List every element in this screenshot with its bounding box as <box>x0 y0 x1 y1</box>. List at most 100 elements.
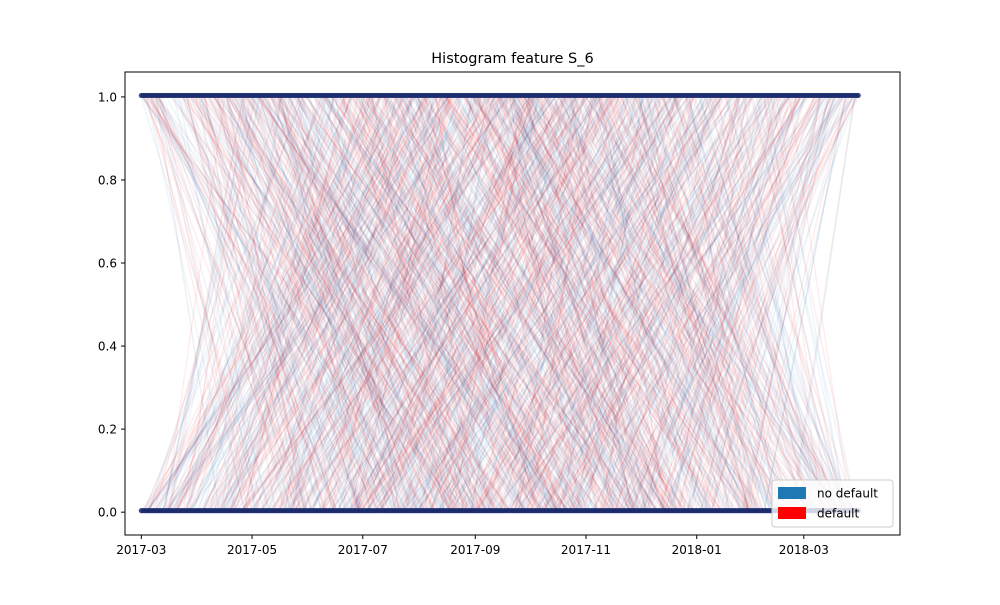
series-line <box>436 96 720 513</box>
series-line <box>191 96 438 513</box>
series-line <box>726 96 823 513</box>
series-line <box>213 96 442 513</box>
series-line <box>156 96 368 513</box>
plot-frame <box>124 71 901 536</box>
series-line <box>545 96 836 513</box>
series-line <box>518 96 763 513</box>
series-line <box>460 96 585 513</box>
series-line <box>529 96 830 513</box>
series-line <box>271 96 411 513</box>
series-line <box>416 96 705 513</box>
series-line <box>634 96 809 513</box>
series-line <box>454 96 714 513</box>
series-line <box>325 96 558 513</box>
series-line <box>242 96 348 513</box>
series-line <box>167 96 244 513</box>
series-line <box>409 96 527 513</box>
series-line <box>329 96 502 513</box>
series-line <box>583 96 741 513</box>
series-line <box>603 96 760 513</box>
series-line <box>487 96 578 513</box>
series-line <box>541 96 803 513</box>
series-line <box>349 96 442 513</box>
series-line <box>481 96 593 513</box>
series-line <box>311 96 480 513</box>
series-line <box>481 96 665 513</box>
series-line <box>218 96 511 513</box>
series-line <box>523 96 718 513</box>
series-line <box>184 96 322 513</box>
series-line <box>514 96 790 513</box>
series-line <box>233 96 451 513</box>
series-line <box>374 96 633 513</box>
series-line <box>447 96 524 513</box>
series-line <box>307 96 589 513</box>
series-line <box>672 96 830 513</box>
series-line <box>240 96 306 513</box>
series-line <box>641 96 709 513</box>
x-tick-label: 2017-07 <box>338 543 388 557</box>
series-line <box>322 96 565 513</box>
series-line <box>583 96 689 513</box>
series-line <box>369 96 558 513</box>
series-line <box>518 96 745 513</box>
series-line <box>590 96 823 513</box>
series-line <box>594 96 751 513</box>
series-line <box>186 96 453 513</box>
series-line <box>251 96 379 513</box>
series-line <box>153 96 380 513</box>
series-line <box>336 96 547 513</box>
series-line <box>365 96 598 513</box>
series-line <box>523 96 803 513</box>
series-line <box>498 96 703 513</box>
series-line <box>157 96 420 513</box>
series-line <box>525 96 598 513</box>
series-line <box>440 96 634 513</box>
series-line <box>723 96 830 513</box>
series-line <box>552 96 801 513</box>
series-line <box>173 96 449 513</box>
series-line <box>242 96 531 513</box>
series-line <box>529 96 752 513</box>
series-line <box>213 96 502 513</box>
series-line <box>213 96 498 513</box>
series-line <box>725 96 847 513</box>
series-line <box>367 96 536 513</box>
series-line <box>414 96 533 513</box>
series-line <box>140 96 406 513</box>
series-line <box>204 96 299 513</box>
series-line <box>534 96 790 513</box>
series-line <box>476 96 585 513</box>
series-line <box>358 96 553 513</box>
series-line <box>465 96 649 513</box>
series-line <box>400 96 473 513</box>
series-line <box>171 96 467 513</box>
series-line <box>703 96 830 513</box>
series-line <box>264 96 415 513</box>
series-line <box>347 96 656 513</box>
series-line <box>262 96 545 513</box>
series-line <box>269 96 493 513</box>
series-line <box>184 96 346 513</box>
series-line <box>244 96 328 513</box>
series-line <box>360 96 680 513</box>
series-line <box>639 96 801 513</box>
series-line <box>414 96 576 513</box>
series-line <box>568 96 770 513</box>
series-line <box>420 96 495 513</box>
series-line <box>256 96 558 513</box>
series-line <box>621 96 827 513</box>
series-line <box>322 96 618 513</box>
series-line <box>233 96 545 513</box>
series-line <box>287 96 542 513</box>
series-line <box>175 96 369 513</box>
series-line <box>585 96 854 513</box>
series-line <box>195 96 444 513</box>
series-line <box>352 96 462 513</box>
series-line <box>176 96 295 513</box>
series-line <box>273 96 424 513</box>
series-line <box>193 96 380 513</box>
series-line <box>142 96 326 513</box>
series-line <box>162 96 251 513</box>
series-line <box>229 96 409 513</box>
